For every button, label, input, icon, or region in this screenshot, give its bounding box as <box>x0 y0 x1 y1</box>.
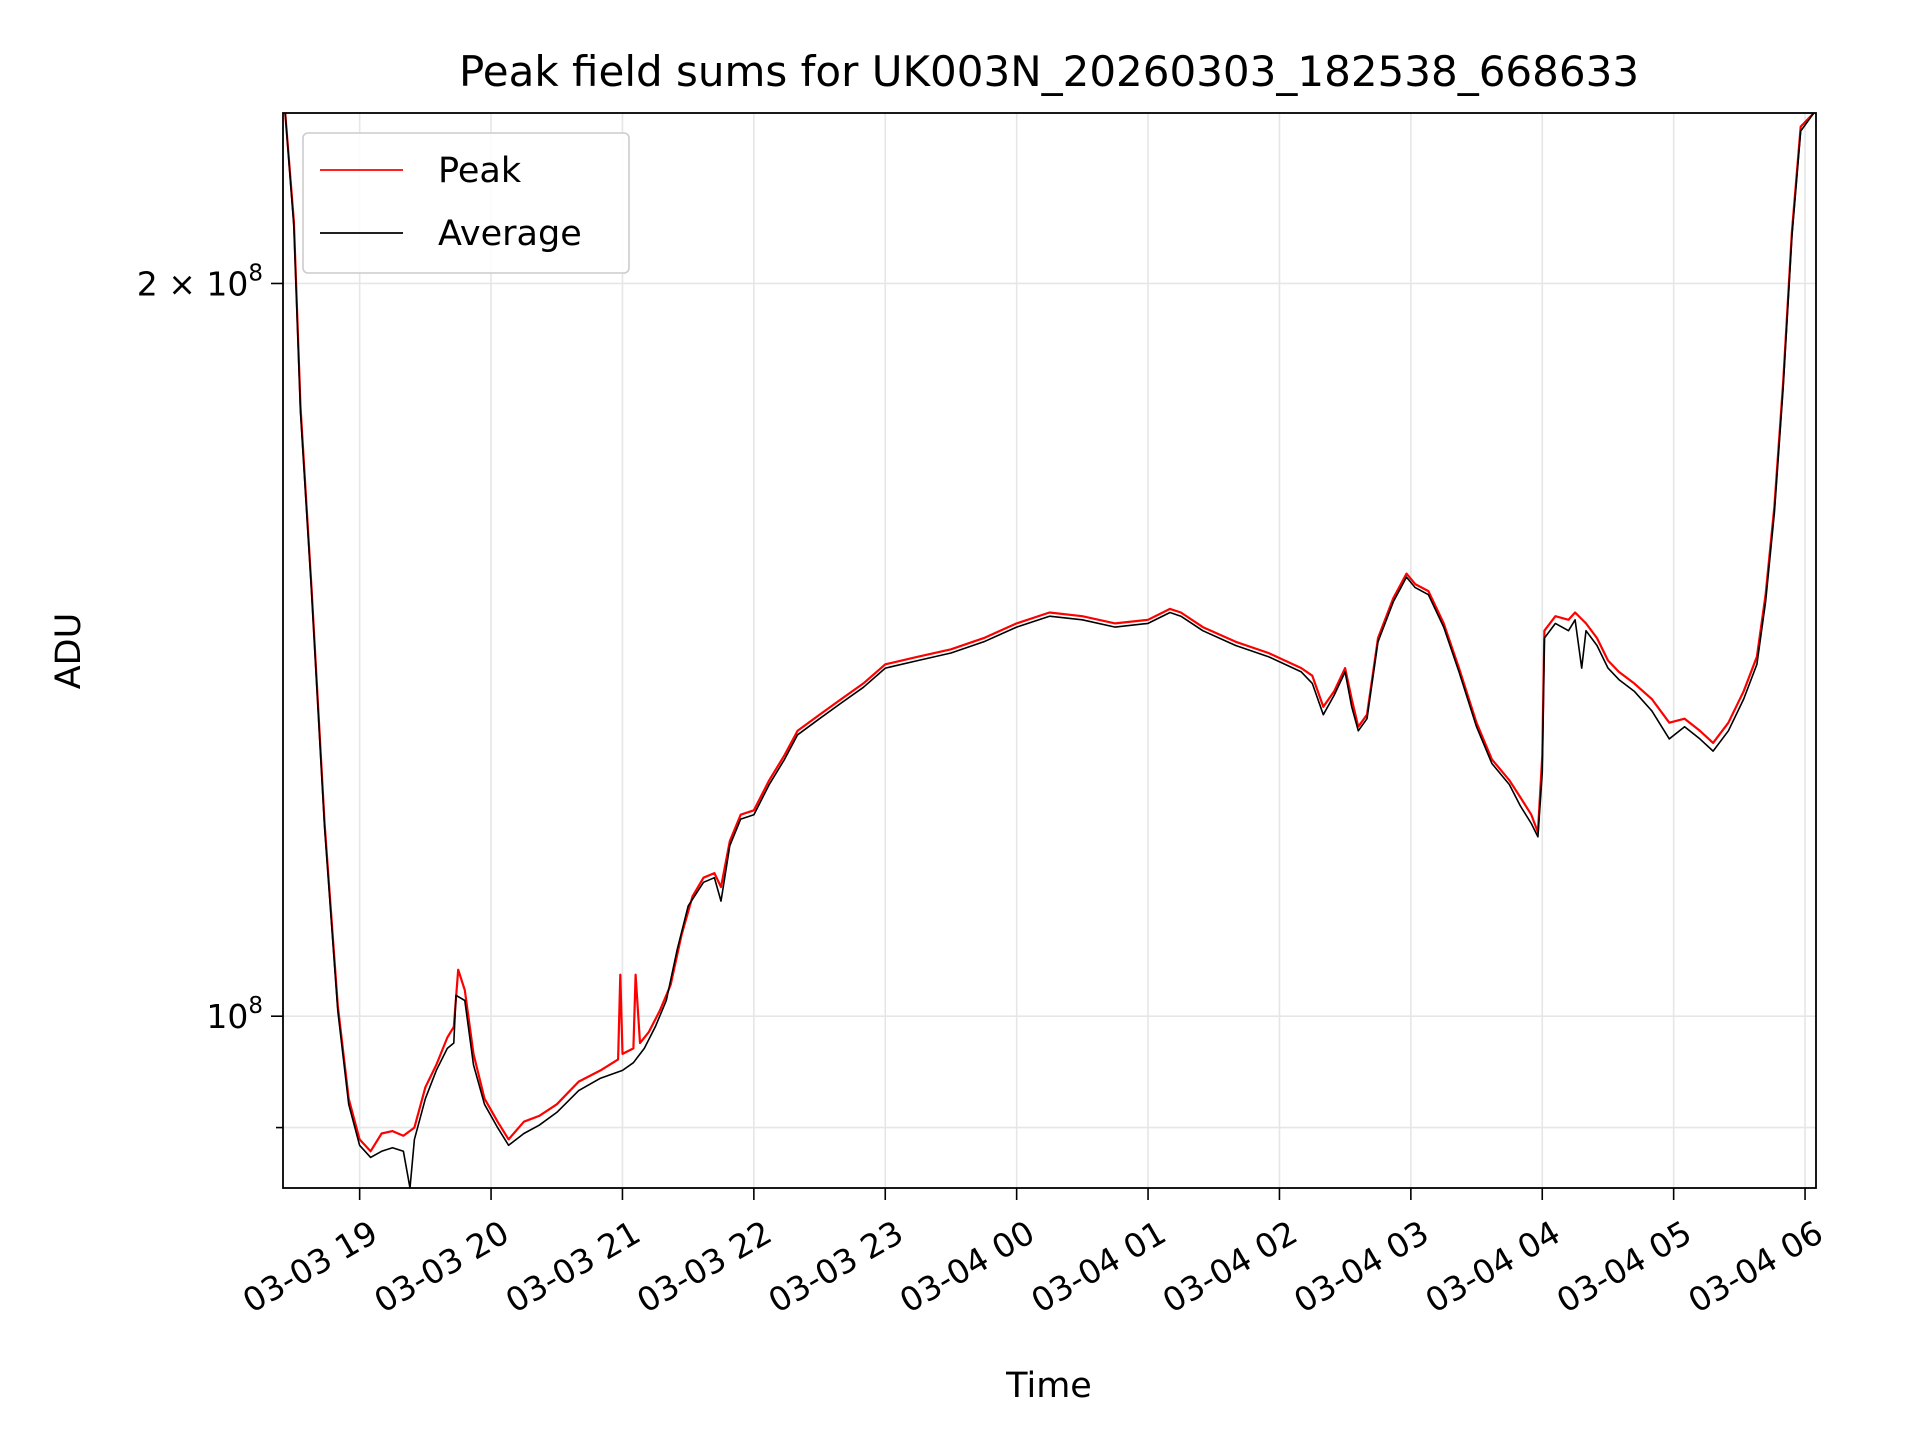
series-layer <box>284 113 1815 1188</box>
legend-box <box>302 132 630 274</box>
y-tick-label: 108 <box>206 993 263 1036</box>
chart-title: Peak field sums for UK003N_20260303_1825… <box>459 47 1639 96</box>
series-line-peak <box>284 113 1815 1153</box>
legend: Peak Average <box>302 132 630 274</box>
grid-layer <box>283 113 1816 1188</box>
legend-label-average: Average <box>438 214 582 254</box>
legend-label-peak: Peak <box>438 151 522 191</box>
y-axis-label: ADU <box>49 613 89 690</box>
x-axis-label: Time <box>1005 1366 1092 1406</box>
y-axis-ticks: 108 2 × 108 <box>137 260 283 1129</box>
series-line-average <box>284 113 1815 1188</box>
plot-frame <box>282 112 1817 1189</box>
y-tick-label: 2 × 108 <box>137 260 263 303</box>
